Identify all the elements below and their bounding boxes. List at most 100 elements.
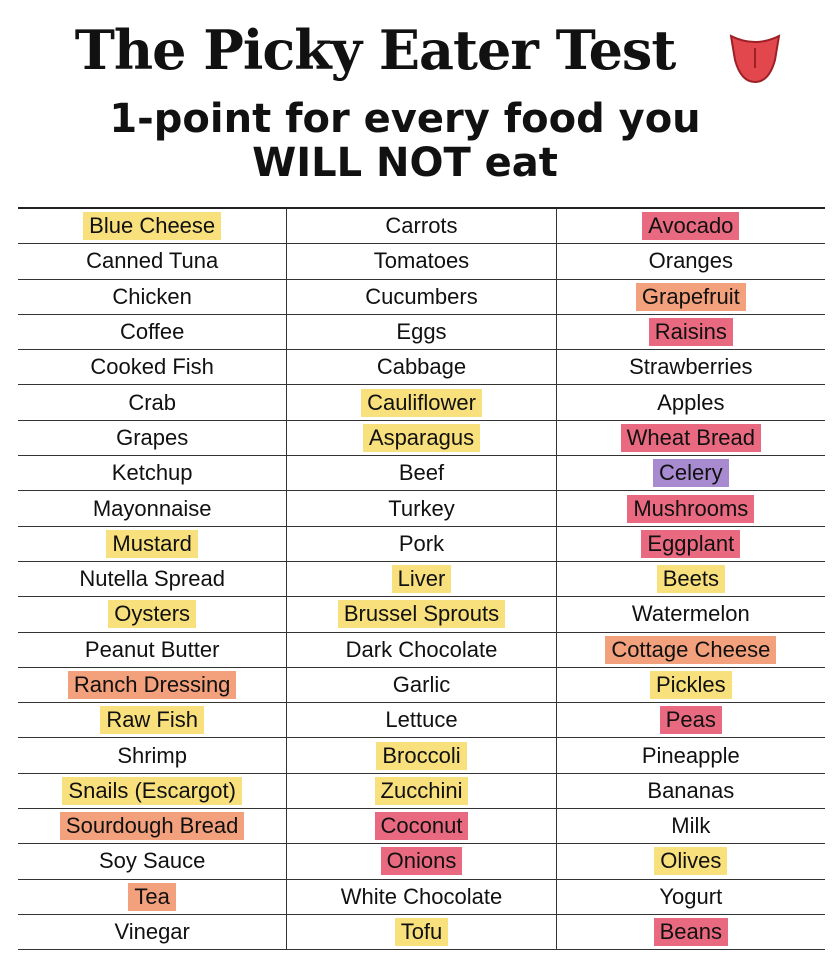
table-cell: Beef [287, 456, 557, 491]
table-cell: Asparagus [287, 420, 557, 456]
food-label: Pineapple [641, 742, 740, 768]
table-cell: Nutella Spread [18, 561, 288, 597]
table-row: Canned Tuna Tomatoes Oranges [18, 244, 825, 280]
food-label: Sourdough Bread [59, 812, 245, 841]
food-label: Liver [391, 565, 452, 594]
table-cell: Grapes [18, 420, 288, 456]
food-label: Vinegar [114, 919, 190, 945]
table-cell: Cooked Fish [18, 350, 288, 385]
food-label: Tea [128, 882, 176, 911]
food-label: Snails (Escargot) [62, 776, 242, 805]
food-label: Mayonnaise [92, 495, 212, 521]
table-cell: Pineapple [557, 738, 825, 772]
food-label: Watermelon [631, 601, 750, 627]
table-cell: Chicken [18, 279, 288, 314]
food-label: Tomatoes [373, 248, 470, 274]
food-label: Broccoli [376, 741, 467, 770]
food-label: Zucchini [374, 776, 469, 805]
food-label: Peas [659, 706, 722, 735]
food-label: Garlic [392, 672, 451, 697]
table-cell: Shrimp [18, 738, 288, 773]
table-row: Crab Cauliflower Apples [18, 385, 825, 421]
food-label: Eggs [396, 319, 447, 345]
food-label: Tofu [394, 918, 449, 947]
food-label: Wheat Bread [620, 423, 762, 452]
food-label: Milk [671, 813, 711, 839]
table-cell: Sourdough Bread [18, 809, 288, 844]
table-cell: Tea [18, 879, 288, 914]
food-label: Pork [398, 530, 445, 556]
table-cell: Onions [287, 844, 557, 879]
table-cell: Avocado [557, 209, 825, 243]
food-label: Turkey [388, 495, 455, 521]
food-label: Avocado [642, 212, 740, 241]
food-label: Lettuce [385, 707, 458, 733]
subtitle: 1-point for every food you [109, 96, 701, 142]
table-cell: Cottage Cheese [557, 633, 825, 667]
food-label: Canned Tuna [86, 248, 219, 274]
food-label: Pickles [649, 671, 732, 699]
food-label: Beans [653, 918, 729, 947]
table-cell: Lettuce [287, 703, 557, 738]
table-row: Shrimp Broccoli Pineapple [18, 738, 825, 774]
subtitle: WILL NOT eat [252, 140, 558, 186]
food-label: Apples [657, 389, 725, 415]
tongue-icon [729, 34, 781, 84]
table-cell: Brussel Sprouts [287, 597, 557, 632]
food-label: Eggplant [641, 529, 741, 558]
table-row: Mustard Pork Eggplant [18, 526, 825, 562]
table-row: Chicken Cucumbers Grapefruit [18, 279, 825, 315]
table-cell: Zucchini [287, 773, 557, 809]
table-row: Peanut Butter Dark Chocolate Cottage Chees… [18, 632, 825, 668]
table-row: Raw Fish Lettuce Peas [18, 703, 825, 739]
table-cell: Eggplant [557, 527, 825, 561]
food-label: Yogurt [659, 883, 723, 909]
food-label: Raw Fish [100, 706, 204, 735]
food-label: Shrimp [117, 742, 187, 768]
food-label: Dark Chocolate [345, 636, 498, 662]
table-row: Vinegar Tofu Beans [18, 914, 825, 951]
table-cell: Canned Tuna [18, 244, 288, 279]
table-cell: Strawberries [557, 350, 825, 384]
food-label: Grapefruit [635, 282, 746, 311]
food-label: Brussel Sprouts [337, 600, 506, 629]
food-label: Cauliflower [361, 388, 482, 417]
food-label: White Chocolate [340, 883, 503, 909]
food-label: Coffee [119, 319, 185, 345]
table-cell: Apples [557, 385, 825, 419]
table-cell: Ranch Dressing [18, 667, 288, 703]
table-row: Tea White Chocolate Yogurt [18, 879, 825, 915]
table-cell: Pork [287, 526, 557, 561]
table-row: Cooked Fish Cabbage Strawberries [18, 350, 825, 386]
food-label: Chicken [112, 283, 192, 309]
food-label: Mushrooms [627, 494, 755, 523]
food-label: Cottage Cheese [605, 635, 777, 664]
food-label: Oysters [108, 600, 197, 629]
table-cell: Yogurt [557, 880, 825, 914]
table-cell: Watermelon [557, 597, 825, 631]
table-cell: Broccoli [287, 738, 557, 773]
table-row: Soy Sauce Onions Olives [18, 844, 825, 880]
table-row: Coffee Eggs Raisins [18, 314, 825, 351]
food-label: Nutella Spread [79, 566, 225, 592]
table-cell: Mayonnaise [18, 491, 288, 526]
table-row: Ranch Dressing Garlic Pickles [18, 667, 825, 704]
food-table: Blue Cheese Carrots Avocado Canned Tuna Toma… [18, 207, 825, 951]
table-row: Nutella Spread Liver Beets [18, 561, 825, 598]
title: The Picky Eater Test [74, 18, 677, 82]
table-row: Grapes Asparagus Wheat Bread [18, 420, 825, 457]
food-label: Raisins [648, 318, 733, 347]
table-cell: Cabbage [287, 350, 557, 385]
table-cell: Vinegar [18, 914, 288, 950]
table-row: Blue Cheese Carrots Avocado [18, 209, 825, 245]
table-cell: Wheat Bread [557, 421, 825, 455]
food-label: Beets [656, 565, 725, 594]
table-cell: Raw Fish [18, 703, 288, 738]
table-cell: Mustard [18, 526, 288, 561]
table-cell: White Chocolate [287, 879, 557, 914]
food-label: Beef [398, 460, 445, 486]
table-cell: Milk [557, 809, 825, 843]
table-cell: Tofu [287, 914, 557, 950]
table-row: Mayonnaise Turkey Mushrooms [18, 491, 825, 527]
table-cell: Mushrooms [557, 491, 825, 525]
